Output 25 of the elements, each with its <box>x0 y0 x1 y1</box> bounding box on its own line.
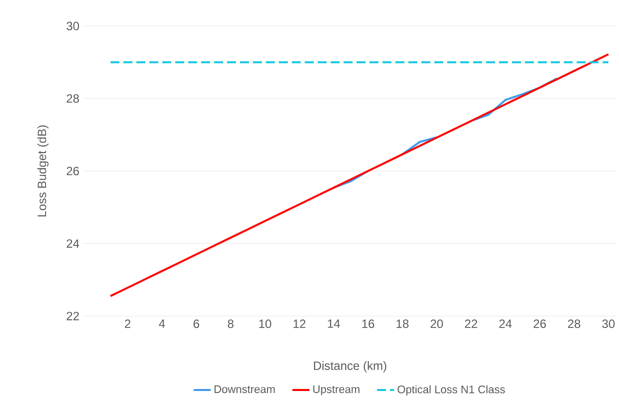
y-tick-label: 28 <box>66 94 79 103</box>
x-tick-label: 12 <box>294 320 306 328</box>
x-tick-label: 10 <box>259 320 272 328</box>
x-tick-label: 8 <box>228 320 234 328</box>
y-tick-label: 22 <box>66 312 79 320</box>
y-tick-label: 24 <box>66 239 80 248</box>
x-tick-label: 16 <box>362 320 374 328</box>
x-tick-label: 20 <box>430 320 443 328</box>
x-tick-label: 26 <box>534 320 546 328</box>
y-tick-label: 26 <box>66 166 79 176</box>
y-axis-title: Loss Budget (dB) <box>37 125 49 216</box>
x-tick-label: 6 <box>194 320 200 328</box>
legend-label: Downstream <box>214 385 275 394</box>
x-tick-label: 28 <box>568 320 580 328</box>
x-tick-label: 18 <box>396 320 409 328</box>
x-tick-label: 4 <box>158 320 165 328</box>
x-tick-label: 2 <box>124 320 130 328</box>
x-tick-label: 30 <box>602 320 615 328</box>
x-tick-label: 14 <box>328 320 340 328</box>
legend-label: Optical Loss N1 Class <box>398 385 505 396</box>
x-axis-title: Distance (km) <box>314 361 386 372</box>
x-tick-label: 24 <box>499 320 512 328</box>
legend-label: Upstream <box>313 385 360 396</box>
x-tick-label: 22 <box>464 320 478 328</box>
y-tick-label: 30 <box>66 22 80 30</box>
